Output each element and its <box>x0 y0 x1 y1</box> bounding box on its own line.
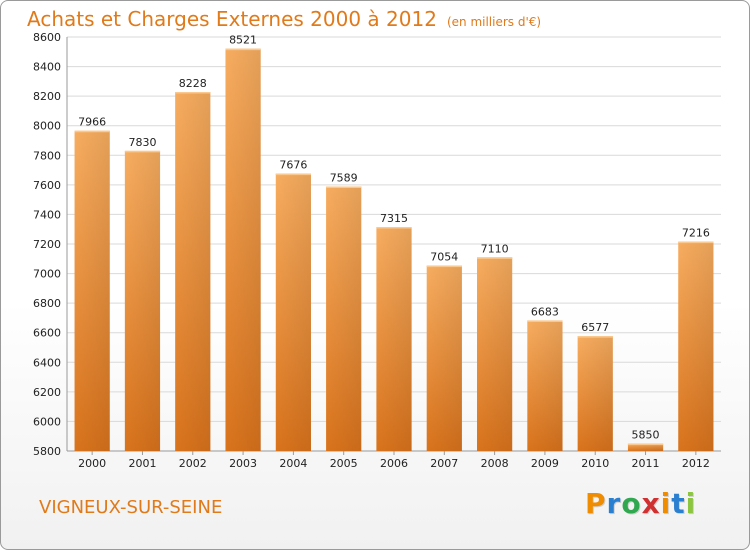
bar-shade <box>477 257 513 451</box>
bar-shade <box>527 320 563 451</box>
y-tick-label: 7400 <box>33 208 61 221</box>
x-tick-label: 2003 <box>229 457 257 470</box>
bar-shade <box>426 265 462 451</box>
y-tick-label: 5800 <box>33 445 61 458</box>
logo-letter: o <box>621 487 642 520</box>
data-label: 7676 <box>279 159 307 172</box>
data-label: 7589 <box>330 171 358 184</box>
bar-top <box>627 443 664 446</box>
chart-title-text: Achats et Charges Externes 2000 à 2012 <box>27 7 437 31</box>
y-tick-label: 7000 <box>33 268 61 281</box>
proxiti-logo[interactable]: Proxiti <box>585 487 696 520</box>
y-tick-label: 6400 <box>33 356 61 369</box>
x-tick-label: 2011 <box>632 457 660 470</box>
value-labels: 7966 7830 8228 8521 7676 7589 7315 7054 7110 6683… <box>78 34 710 442</box>
y-tick-label: 6000 <box>33 415 61 428</box>
bar-top <box>426 265 462 268</box>
bar-shade <box>225 48 261 451</box>
bar-top <box>527 320 563 322</box>
data-label: 6577 <box>581 321 609 334</box>
bar-shade <box>326 186 362 451</box>
bars <box>74 48 714 451</box>
y-tick-label: 8000 <box>33 120 61 133</box>
logo-letter: t <box>671 487 686 520</box>
bar-top <box>577 336 613 338</box>
y-tick-label: 8400 <box>33 61 61 74</box>
bar-shade <box>577 336 613 451</box>
logo-letter: r <box>606 487 622 520</box>
data-label: 5850 <box>632 429 660 442</box>
y-tick-label: 8200 <box>33 90 61 103</box>
y-tick-label: 7600 <box>33 179 61 192</box>
x-tick-label: 2009 <box>531 457 559 470</box>
bar-shade <box>678 241 714 451</box>
bar-top <box>175 92 211 94</box>
logo-letter: x <box>641 487 661 520</box>
y-tick-label: 6200 <box>33 386 61 399</box>
logo-letter: i <box>660 487 672 520</box>
bar-shade <box>376 226 412 451</box>
data-label: 6683 <box>531 305 559 318</box>
bar-top <box>326 186 362 188</box>
chart-title: Achats et Charges Externes 2000 à 2012 (e… <box>27 7 541 31</box>
axes: 5800 6000 6200 6400 6600 6800 7000 7200 7400 7600… <box>33 31 721 470</box>
data-label: 7966 <box>78 116 106 129</box>
bar-top <box>74 130 110 133</box>
bar-top <box>124 150 161 153</box>
x-tick-label: 2005 <box>330 457 358 470</box>
x-tick-label: 2012 <box>682 457 710 470</box>
data-label: 7315 <box>380 212 408 225</box>
bar-shade <box>627 443 664 451</box>
data-label: 7830 <box>128 136 156 149</box>
x-tick-label: 2010 <box>581 457 609 470</box>
x-tick-label: 2008 <box>481 457 509 470</box>
x-tick-label: 2001 <box>128 457 156 470</box>
commune-name: VIGNEUX-SUR-SEINE <box>39 497 223 518</box>
logo-letter: i <box>685 487 697 520</box>
y-tick-label: 8600 <box>33 31 61 44</box>
bar-top <box>225 48 261 51</box>
x-tick-label: 2007 <box>430 457 458 470</box>
y-tick-label: 7800 <box>33 149 61 162</box>
bar-top <box>477 257 513 259</box>
y-tick-label: 6600 <box>33 327 61 340</box>
x-tick-label: 2002 <box>179 457 207 470</box>
bar-top <box>678 241 714 244</box>
bar-shade <box>124 150 161 451</box>
bar-shade <box>275 173 311 451</box>
y-tick-label: 7200 <box>33 238 61 251</box>
logo-letter: P <box>585 487 607 520</box>
y-tick-label: 6800 <box>33 297 61 310</box>
data-label: 7216 <box>682 227 710 240</box>
data-label: 8228 <box>179 77 207 90</box>
bar-top <box>376 226 412 229</box>
data-label: 7054 <box>430 251 458 264</box>
data-label: 8521 <box>229 34 257 47</box>
bar-top <box>275 173 311 176</box>
x-tick-label: 2006 <box>380 457 408 470</box>
x-tick-label: 2000 <box>78 457 106 470</box>
x-tick-label: 2004 <box>279 457 307 470</box>
bar-shade <box>74 130 110 451</box>
bar-shade <box>175 92 211 451</box>
data-label: 7110 <box>481 242 509 255</box>
chart-unit: (en milliers d'€) <box>446 15 542 29</box>
